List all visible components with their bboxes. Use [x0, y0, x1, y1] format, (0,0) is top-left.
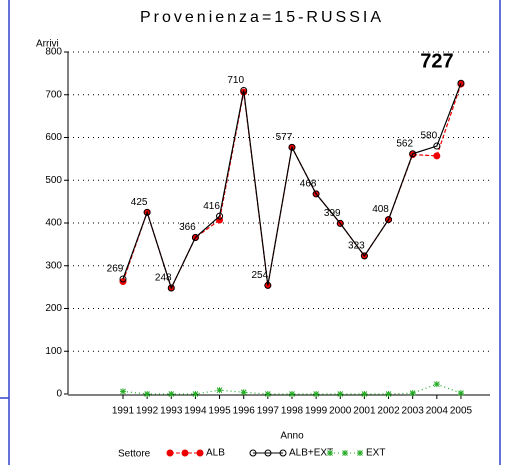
y-tick-label: 0 — [56, 389, 62, 400]
point — [168, 391, 175, 397]
x-axis-label: Anno — [280, 431, 304, 442]
point — [264, 391, 271, 397]
legend-label: ALB — [206, 448, 225, 459]
point — [409, 150, 417, 158]
data-label: 323 — [348, 241, 365, 252]
data-label: 577 — [276, 132, 293, 143]
point — [191, 234, 199, 242]
legend-label: EXT — [366, 448, 385, 459]
point — [264, 281, 272, 289]
legend-marker — [279, 449, 287, 457]
point — [337, 391, 344, 397]
y-tick-label: 800 — [45, 47, 62, 58]
data-label: 269 — [107, 264, 124, 275]
data-label: 254 — [251, 270, 268, 281]
x-tick-label: 1992 — [136, 406, 159, 417]
data-label: 408 — [372, 204, 389, 215]
x-tick-label: 2002 — [377, 406, 400, 417]
point — [409, 390, 416, 397]
legend-label: ALB+EXT — [289, 448, 333, 459]
legend-marker — [196, 449, 204, 457]
legend-title: Settore — [118, 449, 151, 460]
y-tick-label: 600 — [45, 132, 62, 143]
point — [240, 86, 248, 94]
x-tick-label: 1996 — [233, 406, 256, 417]
legend-marker — [181, 449, 189, 457]
y-tick-label: 500 — [45, 175, 62, 186]
point — [361, 391, 368, 397]
point — [336, 219, 344, 227]
data-label: 425 — [131, 197, 148, 208]
legend-marker — [357, 450, 363, 456]
y-tick-label: 700 — [45, 89, 62, 100]
legend-marker — [327, 450, 333, 456]
point — [288, 143, 296, 151]
data-label: 416 — [203, 201, 220, 212]
x-tick-label: 1993 — [160, 406, 183, 417]
point — [119, 275, 127, 283]
data-label: 710 — [227, 75, 244, 86]
point — [433, 152, 441, 160]
y-tick-label: 400 — [45, 218, 62, 229]
point — [457, 79, 465, 87]
legend-marker — [264, 449, 272, 457]
point — [312, 190, 320, 198]
point — [144, 391, 151, 397]
chart-title: Provenienza=15-RUSSIA — [140, 9, 384, 26]
x-tick-label: 1995 — [208, 406, 231, 417]
legend-marker — [342, 450, 348, 456]
legend-marker — [166, 449, 174, 457]
point — [288, 391, 295, 397]
point — [457, 390, 464, 397]
data-label: 366 — [179, 222, 196, 233]
y-tick-label: 200 — [45, 303, 62, 314]
data-label: 399 — [324, 208, 341, 219]
x-tick-label: 1991 — [112, 406, 135, 417]
point — [433, 381, 440, 388]
series-line — [122, 383, 462, 395]
y-tick-label: 300 — [45, 260, 62, 271]
x-tick-label: 2000 — [329, 406, 352, 417]
x-tick-label: 2003 — [402, 406, 425, 417]
data-label: 727 — [420, 50, 453, 72]
point — [240, 389, 247, 396]
data-label: 248 — [155, 273, 172, 284]
data-label: 580 — [420, 131, 437, 142]
point — [143, 208, 151, 216]
x-tick-label: 2004 — [426, 406, 449, 417]
data-label: 562 — [396, 138, 413, 149]
point — [216, 387, 223, 394]
x-tick-label: 1994 — [184, 406, 207, 417]
point — [192, 391, 199, 397]
y-tick-label: 100 — [45, 346, 62, 357]
point — [433, 142, 441, 150]
series-line — [122, 82, 462, 290]
data-label: 468 — [300, 179, 317, 190]
point — [167, 284, 175, 292]
x-tick-label: 1997 — [257, 406, 280, 417]
point — [385, 391, 392, 397]
x-tick-label: 2005 — [450, 406, 473, 417]
x-tick-label: 1998 — [281, 406, 304, 417]
point — [216, 212, 224, 220]
point — [385, 216, 393, 224]
x-tick-label: 2001 — [353, 406, 376, 417]
point — [313, 391, 320, 397]
y-axis-label: Arrivi — [36, 39, 59, 50]
legend-marker — [249, 449, 257, 457]
point — [360, 252, 368, 260]
x-tick-label: 1999 — [305, 406, 328, 417]
point — [120, 388, 126, 395]
